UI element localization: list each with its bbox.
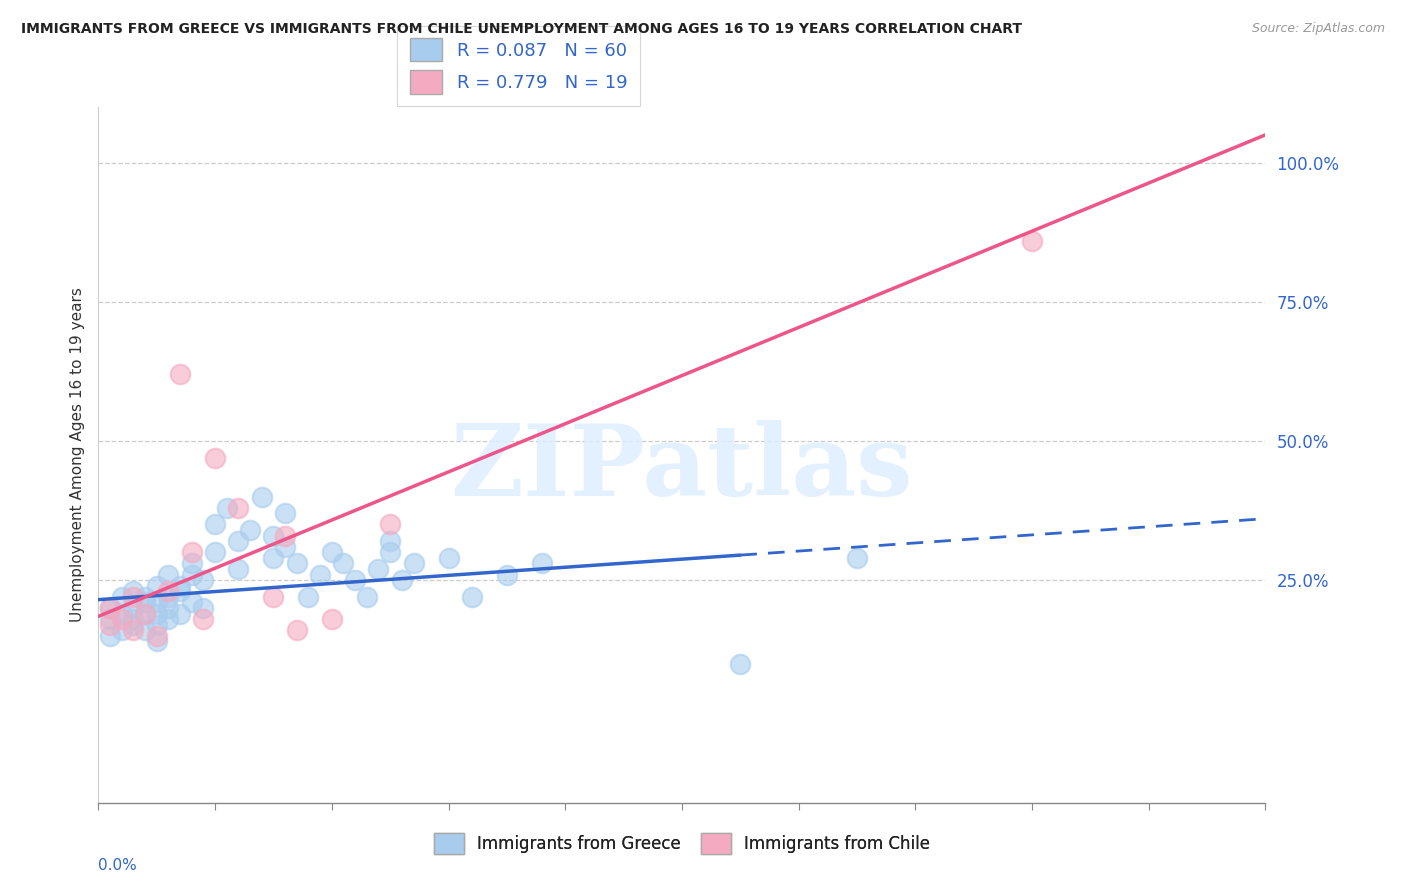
Point [134, 607, 156, 621]
Point [134, 590, 156, 604]
Point [193, 601, 215, 615]
Point [321, 612, 343, 626]
Point [146, 629, 169, 643]
Point [262, 550, 284, 565]
Point [380, 545, 402, 559]
Point [169, 579, 191, 593]
Point [530, 557, 553, 571]
Point [285, 624, 308, 638]
Point [193, 612, 215, 626]
Point [146, 617, 169, 632]
Point [461, 590, 484, 604]
Point [122, 617, 145, 632]
Point [321, 545, 343, 559]
Point [250, 490, 273, 504]
Legend: Immigrants from Greece, Immigrants from Chile: Immigrants from Greece, Immigrants from … [423, 822, 941, 864]
Point [274, 528, 297, 542]
Text: Source: ZipAtlas.com: Source: ZipAtlas.com [1251, 22, 1385, 36]
Point [111, 624, 134, 638]
Point [157, 601, 180, 615]
Point [309, 567, 332, 582]
Point [380, 534, 402, 549]
Point [332, 557, 354, 571]
Point [262, 528, 284, 542]
Point [228, 534, 250, 549]
Point [437, 550, 460, 565]
Point [285, 557, 308, 571]
Point [228, 562, 250, 576]
Point [111, 607, 134, 621]
Point [239, 523, 262, 537]
Point [134, 607, 156, 621]
Point [367, 562, 389, 576]
Point [98, 629, 121, 643]
Point [146, 634, 169, 648]
Point [274, 540, 297, 554]
Point [180, 595, 202, 609]
Point [157, 612, 180, 626]
Point [496, 567, 519, 582]
Point [274, 507, 297, 521]
Point [215, 500, 238, 515]
Point [98, 601, 121, 615]
Point [157, 590, 180, 604]
Point [1021, 234, 1043, 248]
Point [180, 567, 202, 582]
Point [134, 624, 156, 638]
Point [122, 584, 145, 599]
Point [730, 657, 752, 671]
Point [122, 624, 145, 638]
Point [134, 595, 156, 609]
Point [180, 557, 202, 571]
Point [356, 590, 378, 604]
Point [391, 573, 413, 587]
Point [262, 590, 284, 604]
Point [111, 590, 134, 604]
Point [204, 517, 226, 532]
Text: 0.0%: 0.0% [98, 858, 138, 873]
Point [98, 601, 121, 615]
Point [846, 550, 869, 565]
Text: ZIPatlas: ZIPatlas [451, 420, 912, 517]
Text: IMMIGRANTS FROM GREECE VS IMMIGRANTS FROM CHILE UNEMPLOYMENT AMONG AGES 16 TO 19: IMMIGRANTS FROM GREECE VS IMMIGRANTS FRO… [21, 22, 1022, 37]
Point [122, 601, 145, 615]
Point [204, 450, 226, 465]
Point [122, 590, 145, 604]
Point [402, 557, 425, 571]
Point [146, 579, 169, 593]
Point [111, 612, 134, 626]
Point [98, 612, 121, 626]
Point [297, 590, 319, 604]
Point [169, 607, 191, 621]
Point [122, 612, 145, 626]
Point [98, 617, 121, 632]
Point [146, 595, 169, 609]
Point [204, 545, 226, 559]
Point [344, 573, 367, 587]
Point [180, 545, 202, 559]
Point [228, 500, 250, 515]
Point [146, 607, 169, 621]
Point [157, 567, 180, 582]
Point [380, 517, 402, 532]
Point [169, 584, 191, 599]
Y-axis label: Unemployment Among Ages 16 to 19 years: Unemployment Among Ages 16 to 19 years [69, 287, 84, 623]
Point [193, 573, 215, 587]
Point [169, 368, 191, 382]
Point [157, 584, 180, 599]
